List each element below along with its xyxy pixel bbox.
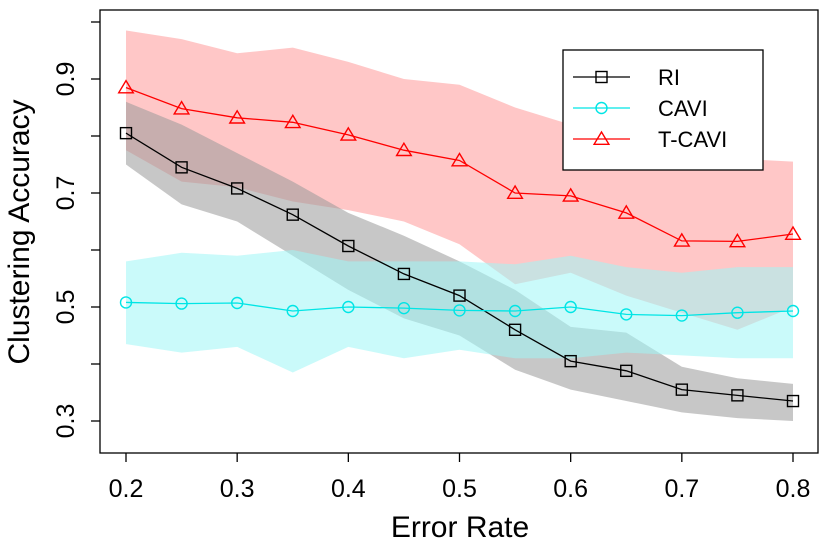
point-cavi-4 [342,300,355,314]
point-cavi-6 [453,304,466,317]
legend-label-ri: RI [658,65,680,90]
point-t-cavi-0 [117,79,135,94]
point-t-cavi-3 [284,113,302,129]
point-cavi-12 [786,304,800,318]
point-t-cavi-8 [562,187,580,202]
point-cavi-0 [119,296,133,309]
band-cavi [126,250,793,373]
point-ri-3 [286,208,299,221]
line-ri [125,132,794,402]
series-markers [117,79,802,408]
point-t-cavi-7 [506,184,524,200]
point-ri-5 [397,267,411,281]
x-tick-label-0: 0.2 [109,475,144,503]
confidence-bands [126,30,793,422]
x-tick-label-6: 0.8 [776,475,811,503]
point-t-cavi-1 [172,100,191,115]
point-cavi-2 [230,296,244,310]
point-cavi-1 [175,297,188,310]
y-tick-label-3: 0.9 [52,62,80,97]
line-t-cavi [125,86,794,243]
point-cavi-5 [397,301,411,315]
x-tick-label-2: 0.4 [331,475,366,503]
line-cavi [125,301,794,317]
point-cavi-9 [620,308,633,321]
legend-marker-ri [595,70,608,84]
point-t-cavi-9 [617,204,635,219]
point-t-cavi-11 [728,233,747,248]
point-cavi-11 [731,306,744,319]
point-ri-8 [564,354,577,368]
point-ri-0 [119,126,133,140]
point-ri-11 [731,389,744,402]
band-t-cavi [126,30,793,330]
y-tick-label-0: 0.3 [52,404,80,439]
legend-marker-t-cavi [592,130,611,146]
legend-marker-cavi [595,101,608,115]
point-ri-12 [786,394,800,408]
x-tick-label-1: 0.3 [220,475,255,503]
legend-label-t-cavi: T-CAVI [658,127,727,152]
x-tick-label-4: 0.6 [553,475,588,503]
point-ri-2 [230,182,244,195]
point-ri-9 [620,364,633,378]
point-ri-10 [675,383,689,396]
point-t-cavi-10 [673,232,691,247]
point-cavi-8 [564,300,577,314]
point-cavi-3 [286,304,299,318]
y-tick-label-1: 0.5 [52,290,80,325]
point-ri-4 [342,239,355,253]
y-axis-title: Clustering Accuracy [3,99,36,364]
legend: RI CAVI T-CAVI [562,49,764,171]
point-t-cavi-12 [784,225,802,241]
legend-label-cavi: CAVI [658,96,708,121]
point-ri-7 [508,323,522,336]
point-t-cavi-6 [450,152,469,167]
point-t-cavi-4 [339,126,357,141]
x-tick-label-3: 0.5 [442,475,477,503]
x-tick-label-5: 0.7 [664,475,699,503]
point-cavi-10 [675,309,689,322]
point-ri-1 [175,161,188,174]
point-ri-6 [453,289,466,302]
point-t-cavi-2 [228,109,246,124]
point-cavi-7 [508,304,522,318]
x-axis-title: Error Rate [391,511,529,544]
series-lines [125,86,794,402]
axes: 0.2 0.3 0.4 0.5 0.6 0.7 0.8 0.3 0.5 0.7 0.9 [52,9,819,503]
point-t-cavi-5 [395,141,413,157]
y-tick-label-2: 0.7 [52,176,80,211]
